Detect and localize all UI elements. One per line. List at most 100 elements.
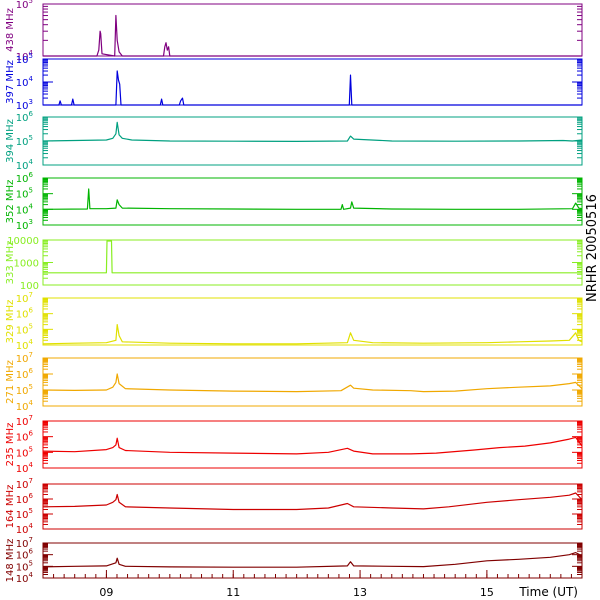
y-tick-label: 105 — [16, 445, 33, 459]
series-line — [42, 373, 583, 393]
panel-frame — [42, 357, 583, 407]
panel-frame — [42, 177, 583, 226]
x-tick-label: 09 — [99, 586, 113, 599]
y-tick-exponent: 6 — [29, 110, 34, 118]
x-tick-label: 15 — [480, 586, 494, 599]
series-label: 397 MHz — [5, 60, 16, 104]
y-tick-exponent: 7 — [29, 414, 33, 422]
series-label: 235 MHz — [5, 423, 16, 467]
y-tick-exponent: 5 — [29, 383, 33, 391]
y-tick-exponent: 3 — [29, 218, 33, 226]
series-line — [43, 240, 582, 274]
y-tick-label: 105 — [16, 52, 33, 66]
y-tick-exponent: 5 — [29, 322, 33, 330]
series-label: 329 MHz — [5, 300, 16, 344]
series-label: 394 MHz — [5, 119, 16, 163]
series-line — [42, 492, 583, 511]
series-label: 352 MHz — [5, 180, 16, 224]
series-line — [42, 188, 583, 210]
y-tick-exponent: 5 — [29, 0, 33, 5]
y-tick-label: 105 — [16, 0, 33, 11]
y-tick-exponent: 5 — [29, 52, 33, 60]
series-label: 164 MHz — [5, 485, 16, 529]
y-tick-label: 104 — [16, 75, 34, 89]
y-tick-exponent: 4 — [29, 522, 34, 530]
series-line — [42, 436, 583, 455]
panel-frame — [42, 483, 583, 530]
y-tick-exponent: 6 — [29, 548, 34, 556]
y-tick-exponent: 7 — [29, 351, 33, 359]
y-tick-label: 107 — [16, 291, 33, 305]
y-tick-label: 104 — [16, 461, 34, 475]
y-tick-label: 1000 — [14, 259, 39, 270]
y-tick-label: 100 — [20, 281, 39, 292]
y-tick-exponent: 6 — [29, 492, 34, 500]
y-tick-exponent: 5 — [29, 187, 33, 195]
panel-frame — [42, 58, 583, 106]
x-tick-label: 11 — [226, 586, 240, 599]
series-line — [42, 551, 583, 568]
panel-frame — [42, 420, 583, 469]
y-tick-label: 105 — [16, 134, 33, 148]
y-tick-exponent: 6 — [29, 367, 34, 375]
y-tick-label: 105 — [16, 507, 33, 521]
y-tick-label: 10000 — [7, 236, 39, 247]
y-tick-exponent: 5 — [29, 559, 33, 567]
y-tick-label: 106 — [16, 110, 34, 124]
y-tick-label: 105 — [16, 383, 33, 397]
y-tick-exponent: 5 — [29, 445, 33, 453]
series-label: 438 MHz — [5, 8, 16, 52]
y-tick-exponent: 3 — [29, 98, 33, 106]
y-tick-label: 105 — [16, 322, 33, 336]
y-tick-exponent: 4 — [29, 461, 34, 469]
y-tick-label: 107 — [16, 477, 33, 491]
series-line — [43, 70, 582, 106]
y-tick-exponent: 7 — [29, 291, 33, 299]
y-tick-exponent: 4 — [29, 571, 34, 579]
y-tick-label: 104 — [16, 399, 34, 413]
y-tick-label: 104 — [16, 338, 34, 352]
panel-frame — [42, 3, 583, 57]
y-tick-exponent: 4 — [29, 202, 34, 210]
y-tick-exponent: 4 — [29, 399, 34, 407]
series-label: 148 MHz — [5, 539, 16, 583]
y-tick-label: 104 — [16, 158, 34, 172]
series-label: 271 MHz — [5, 360, 16, 404]
y-tick-exponent: 6 — [29, 430, 34, 438]
y-tick-exponent: 6 — [29, 171, 34, 179]
x-axis-label: Time (UT) — [518, 585, 578, 599]
y-tick-label: 105 — [16, 187, 33, 201]
station-date-label: NRHR 20050516 — [585, 194, 600, 302]
series-line — [43, 14, 582, 57]
y-tick-exponent: 4 — [29, 338, 34, 346]
y-tick-exponent: 5 — [29, 134, 33, 142]
series-label: 333 MHz — [5, 241, 16, 285]
y-tick-label: 106 — [16, 430, 34, 444]
y-tick-label: 106 — [16, 367, 34, 381]
y-tick-exponent: 5 — [29, 507, 33, 515]
y-tick-label: 103 — [16, 218, 33, 232]
panel-frame — [42, 297, 583, 346]
y-tick-exponent: 7 — [29, 477, 33, 485]
y-tick-label: 106 — [16, 171, 34, 185]
y-tick-label: 106 — [16, 307, 34, 321]
series-line — [42, 121, 583, 142]
y-tick-exponent: 4 — [29, 158, 34, 166]
y-tick-label: 107 — [16, 351, 33, 365]
y-tick-exponent: 4 — [29, 75, 34, 83]
x-axis: 09 11 13 15 Time (UT) — [42, 570, 583, 599]
y-tick-exponent: 7 — [29, 536, 33, 544]
y-tick-label: 104 — [16, 522, 34, 536]
y-tick-label: 106 — [16, 492, 34, 506]
